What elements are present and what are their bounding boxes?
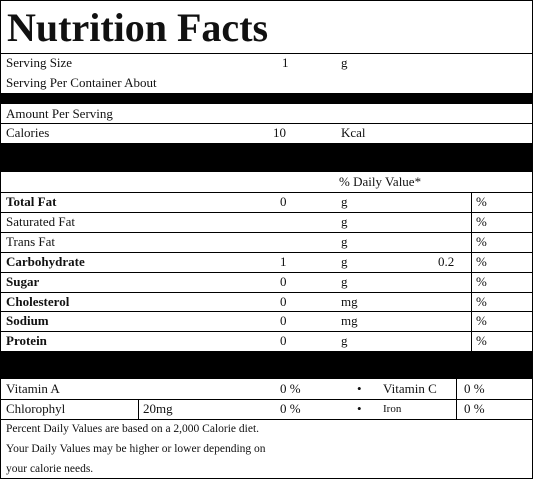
rule xyxy=(1,53,532,54)
footnote: Percent Daily Values are based on a 2,00… xyxy=(6,423,260,435)
nutrient-amount: 0 xyxy=(280,293,287,309)
rule xyxy=(1,211,532,213)
nutrient-unit: g xyxy=(341,233,348,249)
nutrient-name: Sugar xyxy=(6,273,40,289)
nutrient-unit: g xyxy=(341,273,348,289)
rule xyxy=(1,192,532,193)
footnote: Your Daily Values may be higher or lower… xyxy=(6,443,266,455)
vitamin-value: 0 % xyxy=(464,401,485,416)
nutrient-amount: 0 xyxy=(280,313,287,329)
percent-sign: % xyxy=(476,273,487,289)
nutrient-unit: mg xyxy=(341,293,358,309)
rule xyxy=(1,123,532,124)
percent-sign: % xyxy=(476,253,487,269)
black-bar xyxy=(1,93,532,104)
nutrient-name: Total Fat xyxy=(6,194,57,209)
calories-value: 10 xyxy=(273,125,286,140)
nutrient-daily-value: 0.2 xyxy=(438,253,455,269)
black-bar xyxy=(1,143,532,172)
rule xyxy=(1,251,532,253)
divider xyxy=(138,399,139,419)
vitamin-name: Iron xyxy=(383,403,402,415)
percent-sign: % xyxy=(476,233,487,249)
vitamin-name: Vitamin C xyxy=(383,381,437,396)
calories-unit: Kcal xyxy=(341,125,366,140)
nutrient-unit: g xyxy=(341,213,348,229)
nutrient-amount: 1 xyxy=(280,253,287,269)
nutrient-name: Trans Fat xyxy=(6,233,56,249)
nutrient-unit: mg xyxy=(341,313,358,329)
rule xyxy=(1,271,532,273)
title: Nutrition Facts xyxy=(7,5,269,50)
bullet: • xyxy=(357,401,362,416)
black-bar xyxy=(1,351,532,379)
serving-size-value: 1 xyxy=(282,55,289,70)
divider xyxy=(471,192,472,351)
rule xyxy=(1,331,532,333)
divider xyxy=(456,379,457,419)
nutrient-name: Cholesterol xyxy=(6,293,70,309)
rule xyxy=(1,419,532,420)
rule xyxy=(1,231,532,233)
nutrient-name: Protein xyxy=(6,333,47,349)
nutrient-name: Carbohydrate xyxy=(6,253,85,269)
nutrient-unit: g xyxy=(341,194,348,209)
percent-sign: % xyxy=(476,194,487,209)
serving-size-unit: g xyxy=(341,55,348,70)
nutrient-unit: g xyxy=(341,333,348,349)
amount-per-serving: Amount Per Serving xyxy=(6,106,113,121)
nutrient-unit: g xyxy=(341,253,348,269)
rule xyxy=(1,311,532,313)
vitamin-value: 0 % xyxy=(280,381,301,396)
rule xyxy=(1,399,532,400)
nutrient-amount: 0 xyxy=(280,194,287,209)
per-container-label: Serving Per Container About xyxy=(6,75,157,90)
vitamin-value: 0 % xyxy=(280,401,301,416)
nutrient-name: Saturated Fat xyxy=(6,213,75,229)
percent-sign: % xyxy=(476,293,487,309)
percent-sign: % xyxy=(476,313,487,329)
percent-sign: % xyxy=(476,213,487,229)
nutrient-name: Sodium xyxy=(6,313,49,329)
vitamin-amount: 20mg xyxy=(143,401,173,416)
serving-size-label: Serving Size xyxy=(6,55,73,70)
vitamin-name: Vitamin A xyxy=(6,381,60,396)
nutrient-amount: 0 xyxy=(280,273,287,289)
daily-value-header: % Daily Value* xyxy=(339,174,422,189)
percent-sign: % xyxy=(476,333,487,349)
vitamin-value: 0 % xyxy=(464,381,485,396)
vitamin-name: Chlorophyl xyxy=(6,401,66,416)
rule xyxy=(1,291,532,293)
bullet: • xyxy=(357,381,362,396)
calories-label: Calories xyxy=(6,125,50,140)
nutrient-amount: 0 xyxy=(280,333,287,349)
footnote: your calorie needs. xyxy=(6,463,94,475)
